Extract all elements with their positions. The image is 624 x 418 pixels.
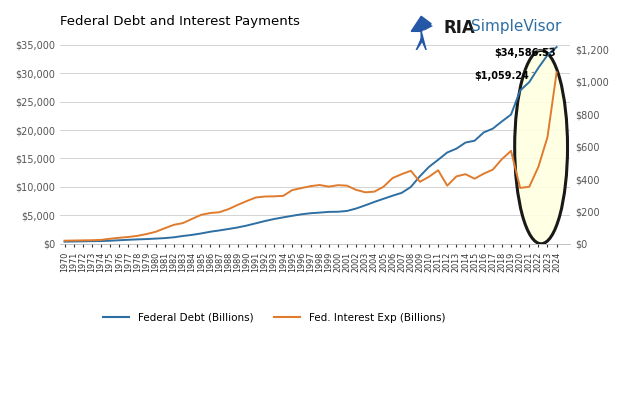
Text: SimpleVisor: SimpleVisor [471,19,562,34]
Text: ‣: ‣ [421,19,434,39]
Text: $1,059.24: $1,059.24 [475,71,534,81]
Legend: Federal Debt (Billions), Fed. Interest Exp (Billions): Federal Debt (Billions), Fed. Interest E… [99,308,449,327]
Ellipse shape [515,51,568,244]
Text: Federal Debt and Interest Payments: Federal Debt and Interest Payments [60,15,300,28]
Text: $34,586.53: $34,586.53 [495,48,556,58]
Polygon shape [411,16,431,50]
Text: RIA: RIA [443,19,475,37]
